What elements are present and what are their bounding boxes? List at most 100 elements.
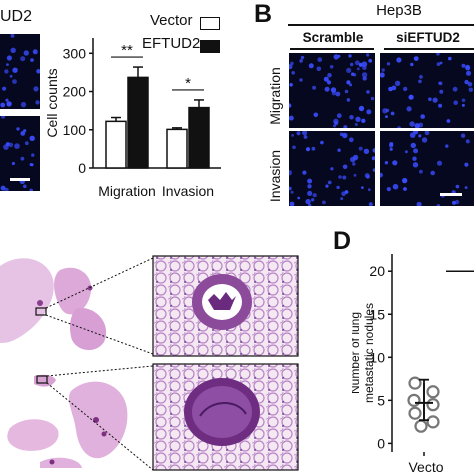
bar <box>127 76 149 169</box>
cell-nucleus <box>461 98 466 103</box>
cell-nucleus <box>336 113 342 119</box>
cell-nucleus <box>465 65 471 71</box>
cell-nucleus <box>303 135 308 139</box>
cell-nucleus <box>370 96 375 101</box>
data-point <box>426 385 440 399</box>
cell-nucleus <box>420 114 425 119</box>
cell-nucleus <box>36 69 40 74</box>
cell-nucleus <box>392 183 399 190</box>
cell-nucleus <box>24 141 29 146</box>
micrograph-scramble-migration <box>289 53 375 128</box>
cell-nucleus <box>385 108 390 113</box>
significance-marker: * <box>185 75 191 92</box>
cell-nucleus <box>342 175 347 180</box>
x-category-label: Vecto <box>408 459 443 474</box>
cell-nucleus <box>325 184 329 188</box>
cell-nucleus <box>466 70 471 76</box>
cell-nucleus <box>10 47 16 53</box>
cell-nucleus <box>342 132 348 139</box>
cell-nucleus <box>23 50 29 56</box>
data-point <box>414 419 428 433</box>
cell-nucleus <box>361 118 366 124</box>
cell-nucleus <box>324 86 330 92</box>
cell-nucleus <box>337 148 341 152</box>
cell-nucleus <box>29 135 35 141</box>
cell-nucleus <box>6 63 9 66</box>
cell-nucleus <box>300 55 305 60</box>
cell-nucleus <box>0 185 6 191</box>
panel-a-micrograph-top <box>0 34 40 109</box>
cell-nucleus <box>413 148 419 154</box>
cell-nucleus <box>391 85 397 91</box>
cell-nucleus <box>329 65 334 69</box>
y-tick-label: 20 <box>369 263 385 279</box>
cell-nucleus <box>289 83 293 87</box>
cell-nucleus <box>320 140 324 145</box>
cell-nucleus <box>308 63 314 69</box>
data-point <box>426 415 440 429</box>
row-label-migration: Migration <box>267 67 283 125</box>
cell-nucleus <box>356 67 360 71</box>
cell-nucleus <box>361 186 364 189</box>
cell-nucleus <box>334 121 339 126</box>
cell-nucleus <box>289 186 292 191</box>
cell-nucleus <box>418 134 422 138</box>
cell-nucleus <box>2 86 7 91</box>
cell-nucleus <box>289 201 295 206</box>
cell-nucleus <box>23 129 27 133</box>
cell-nucleus <box>403 86 408 92</box>
y-axis-label-line1: Number of lung <box>352 312 362 394</box>
cell-nucleus <box>404 150 408 154</box>
histology-panel <box>0 248 299 471</box>
cell-nucleus <box>455 184 460 189</box>
cell-nucleus <box>464 79 469 85</box>
cell-nucleus <box>461 103 465 107</box>
cell-nucleus <box>312 85 317 90</box>
cell-nucleus <box>354 123 358 126</box>
column-header-scramble: Scramble <box>302 30 364 45</box>
cell-nucleus <box>4 187 9 191</box>
data-point <box>408 376 422 390</box>
data-point <box>426 398 440 412</box>
cell-nucleus <box>418 79 422 84</box>
cell-nucleus <box>35 100 40 105</box>
zoom-histology-bottom <box>152 363 299 471</box>
panel-d-letter: D <box>333 227 352 255</box>
significance-marker: ** <box>121 42 133 59</box>
cell-nucleus <box>419 75 423 79</box>
cell-nucleus <box>354 60 360 66</box>
cell-nucleus <box>344 190 349 194</box>
cell-nucleus <box>344 89 349 94</box>
cell-nucleus <box>386 187 391 192</box>
panel-b-letter: B <box>254 0 273 28</box>
y-tick-label: 100 <box>63 122 87 138</box>
data-point <box>407 393 421 407</box>
y-tick-label: 10 <box>369 349 385 365</box>
cell-nucleus <box>380 72 385 78</box>
cell-nucleus <box>29 188 33 191</box>
cell-nucleus <box>307 184 312 189</box>
cell-nucleus <box>30 163 34 167</box>
cell-nucleus <box>4 69 9 74</box>
cell-nucleus <box>448 56 452 61</box>
cell-nucleus <box>299 78 303 82</box>
cell-nucleus <box>20 156 25 161</box>
zoom-histology-top <box>152 255 299 357</box>
cell-nucleus <box>311 198 315 202</box>
cell-nucleus <box>413 131 419 135</box>
cell-nucleus <box>361 61 368 67</box>
cell-nucleus <box>299 59 303 63</box>
cell-nucleus <box>9 74 13 78</box>
cell-nucleus <box>446 119 451 123</box>
cell-nucleus <box>338 175 342 179</box>
dot-plot: 0 5 10 15 20 Number of lung metastatic nodules… <box>352 254 474 474</box>
bar <box>166 128 188 169</box>
cell-nucleus <box>326 80 332 85</box>
cell-nucleus <box>464 186 468 190</box>
cell-nucleus <box>12 67 18 73</box>
cell-nucleus <box>323 76 329 82</box>
cell-nucleus <box>424 131 430 136</box>
cell-nucleus <box>436 204 441 206</box>
y-tick-label: 0 <box>377 435 385 451</box>
